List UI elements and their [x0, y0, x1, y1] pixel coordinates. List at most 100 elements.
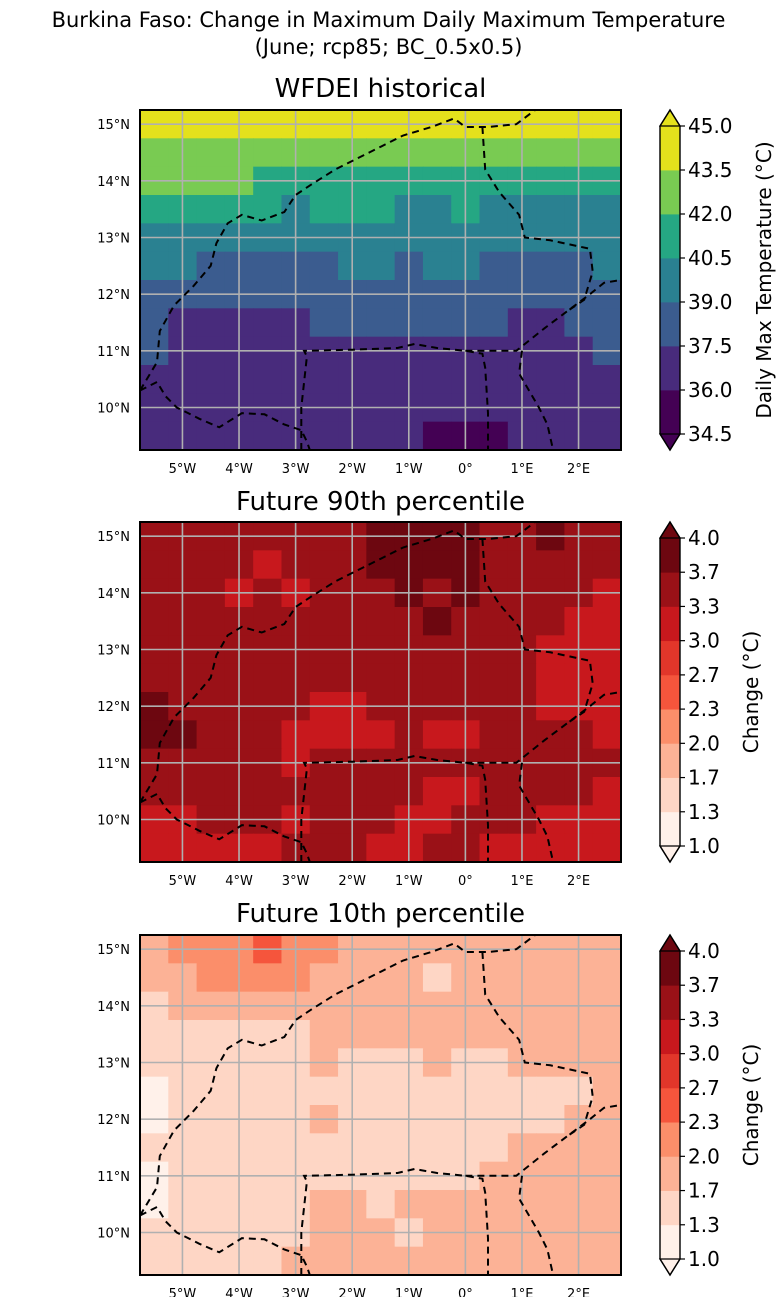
heatmap-cells	[140, 522, 621, 862]
heatmap-cell	[309, 550, 339, 580]
x-tick-label: 0°	[458, 1287, 473, 1297]
colorbar-segment	[660, 640, 680, 676]
heatmap-cell	[140, 251, 169, 281]
heatmap-cell	[140, 110, 169, 139]
figure-title-line2: (June; rcp85; BC_0.5x0.5)	[255, 35, 523, 60]
colorbar-segment	[660, 1156, 680, 1191]
heatmap-cell	[253, 1246, 283, 1275]
heatmap-cell	[366, 1020, 396, 1049]
heatmap-cell	[140, 1246, 169, 1275]
heatmap-cell	[253, 195, 283, 224]
heatmap-cell	[196, 110, 226, 139]
panel-3: Future 10th percentile 15°N 14°N 13°N 12°N 11…	[97, 899, 763, 1297]
heatmap-cell	[196, 1190, 226, 1219]
colorbar-segment	[660, 674, 680, 710]
y-tick-label: 11°N	[97, 345, 130, 360]
heatmap-cell	[366, 1076, 396, 1106]
colorbar-tick-label: 2.7	[688, 663, 720, 687]
panel-title: Future 90th percentile	[236, 487, 525, 517]
heatmap-cell	[253, 308, 283, 338]
heatmap-cell	[422, 1246, 452, 1275]
heatmap-cell	[592, 1133, 621, 1163]
panels: WFDEI historical 15°N 14°N 13°N 12°N 11°N 10°N…	[97, 74, 776, 1297]
heatmap-cell	[479, 1133, 509, 1163]
heatmap-cell	[140, 550, 169, 580]
heatmap-cell	[422, 308, 452, 338]
heatmap-cells	[140, 110, 621, 450]
colorbar-tick-label: 39.0	[688, 290, 733, 314]
heatmap-cell	[196, 522, 226, 551]
heatmap-cell	[592, 1190, 621, 1219]
colorbar-tick-label: 2.7	[688, 1076, 720, 1100]
heatmap-cell	[592, 963, 621, 993]
heatmap-cell	[309, 833, 339, 862]
heatmap-cell	[196, 963, 226, 993]
heatmap-cell	[366, 421, 396, 450]
heatmap-cell	[309, 663, 339, 693]
y-tick-label: 14°N	[97, 175, 130, 190]
heatmap-cell	[479, 308, 509, 338]
x-tick-label: 3°W	[282, 462, 310, 477]
colorbar-segment	[660, 390, 680, 435]
y-tick-label: 13°N	[97, 232, 130, 247]
heatmap-cell	[366, 1246, 396, 1275]
heatmap-cell	[479, 195, 509, 224]
y-tick-label: 15°N	[97, 530, 130, 545]
colorbar-tick-label: 3.7	[688, 973, 720, 997]
colorbar-extend-max	[658, 520, 682, 539]
heatmap-cell	[196, 777, 226, 806]
heatmap-cell	[309, 777, 339, 806]
colorbar-segment	[660, 985, 680, 1020]
heatmap-cell	[366, 251, 396, 281]
panel-title: Future 10th percentile	[236, 899, 525, 929]
colorbar-segment	[660, 951, 680, 986]
heatmap-cell	[592, 720, 621, 750]
heatmap-cell	[592, 833, 621, 862]
heatmap-cell	[422, 251, 452, 281]
heatmap-cell	[592, 421, 621, 450]
heatmap-cell	[536, 777, 566, 806]
x-tick-label: 1°E	[510, 1287, 533, 1297]
heatmap-cell	[196, 138, 226, 168]
heatmap-cell	[309, 1133, 339, 1163]
colorbar-segment	[660, 1087, 680, 1123]
colorbar: 1.0 1.3 1.7 2.0 2.3 2.7 3.0 3.3 3.7 4.0 Change (°C…	[658, 520, 763, 864]
colorbar-tick-label: 1.3	[688, 800, 720, 824]
heatmap-cell	[196, 195, 226, 224]
heatmap-cell	[140, 935, 169, 964]
heatmap-cell	[253, 1190, 283, 1219]
heatmap-cell	[309, 308, 339, 338]
colorbar-segment	[660, 777, 680, 813]
heatmap-cell	[309, 195, 339, 224]
heatmap-cell	[140, 195, 169, 224]
colorbar-tick-label: 2.0	[688, 1144, 720, 1168]
heatmap-cell	[479, 365, 509, 394]
heatmap-cell	[196, 365, 226, 394]
colorbar-tick-label: 1.7	[688, 1179, 720, 1203]
heatmap-cell	[309, 421, 339, 450]
heatmap-cell	[536, 110, 566, 139]
heatmap-cell	[140, 663, 169, 693]
colorbar-tick-label: 3.3	[688, 1007, 720, 1031]
colorbar-segment	[660, 170, 680, 215]
heatmap-cell	[536, 833, 566, 862]
heatmap-cell	[366, 550, 396, 580]
heatmap-cell	[196, 1133, 226, 1163]
heatmap-cell	[536, 720, 566, 750]
y-tick-label: 13°N	[97, 644, 130, 659]
heatmap-cell	[196, 833, 226, 862]
x-tick-label: 2°E	[567, 1287, 590, 1297]
colorbar-tick-label: 1.3	[688, 1213, 720, 1237]
heatmap-cell	[253, 421, 283, 450]
border-line	[140, 935, 621, 1275]
heatmap-cell	[196, 1246, 226, 1275]
heatmap-cell	[196, 550, 226, 580]
x-tick-label: 1°W	[395, 1287, 423, 1297]
heatmap-cell	[196, 421, 226, 450]
heatmap-cell	[309, 365, 339, 394]
heatmap-cell	[479, 720, 509, 750]
heatmap-cell	[592, 522, 621, 551]
heatmap-cell	[253, 607, 283, 636]
heatmap-cell	[536, 663, 566, 693]
y-tick-label: 15°N	[97, 118, 130, 133]
